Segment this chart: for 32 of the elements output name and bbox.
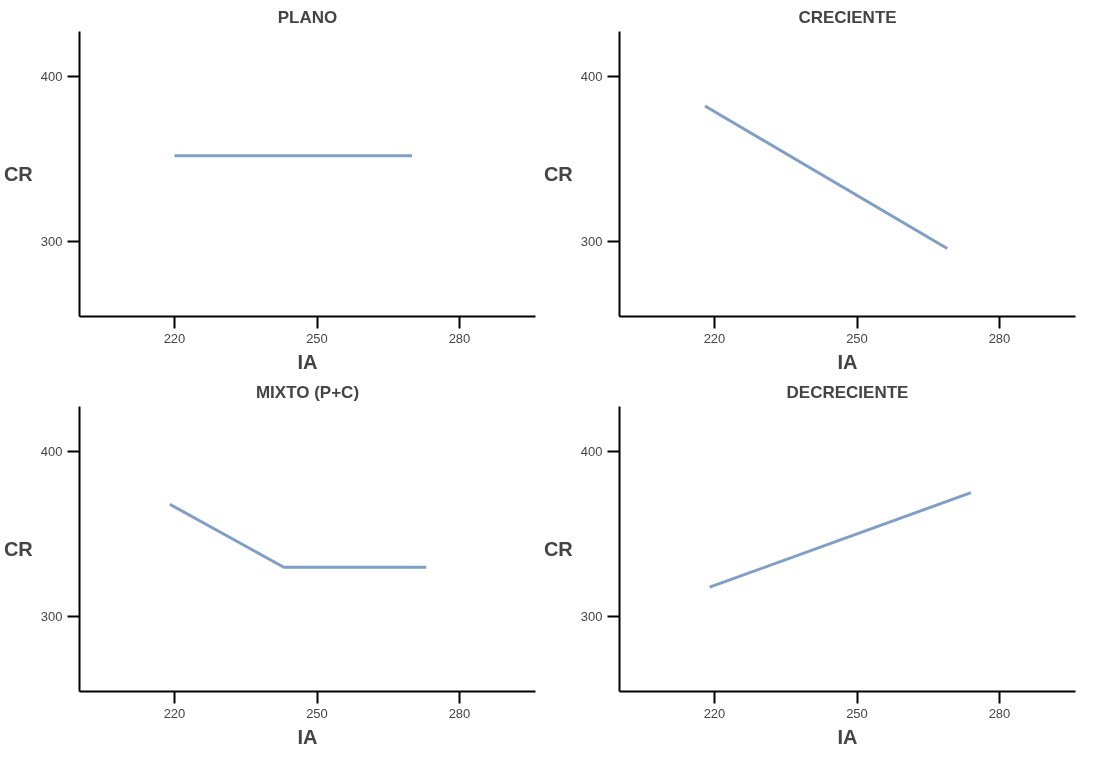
x-axis-title: IA — [297, 350, 318, 373]
x-tick-label: 280 — [988, 705, 1011, 721]
chart-title: CRECIENTE — [798, 7, 897, 27]
x-tick-label: 250 — [846, 705, 868, 721]
x-tick-label: 250 — [306, 705, 328, 721]
chart-title: MIXTO (P+C) — [255, 382, 360, 402]
y-tick-label: 400 — [580, 68, 603, 84]
y-axis-title: CR — [543, 538, 574, 560]
y-tick-label: 400 — [580, 443, 603, 459]
y-tick-label: 400 — [40, 68, 63, 84]
x-tick-label: 220 — [163, 705, 186, 721]
x-axis-title: IA — [837, 350, 858, 373]
y-tick-label: 300 — [580, 234, 603, 250]
x-tick-label: 250 — [306, 330, 328, 346]
x-tick-label: 280 — [988, 330, 1011, 346]
x-axis-title: IA — [837, 725, 858, 748]
x-axis-title: IA — [297, 725, 318, 748]
chart-title: DECRECIENTE — [786, 382, 909, 402]
y-tick-label: 300 — [40, 609, 63, 625]
y-axis-title: CR — [543, 163, 574, 185]
x-tick-label: 220 — [703, 330, 726, 346]
x-tick-label: 220 — [703, 705, 726, 721]
y-tick-label: 300 — [580, 609, 603, 625]
y-axis-title: CR — [3, 163, 34, 185]
y-axis-title: CR — [3, 538, 34, 560]
y-tick-label: 300 — [40, 234, 63, 250]
x-tick-label: 280 — [448, 705, 471, 721]
x-tick-label: 220 — [163, 330, 186, 346]
x-tick-label: 280 — [448, 330, 471, 346]
chart-title: PLANO — [277, 7, 338, 27]
y-tick-label: 400 — [40, 443, 63, 459]
x-tick-label: 250 — [846, 330, 868, 346]
